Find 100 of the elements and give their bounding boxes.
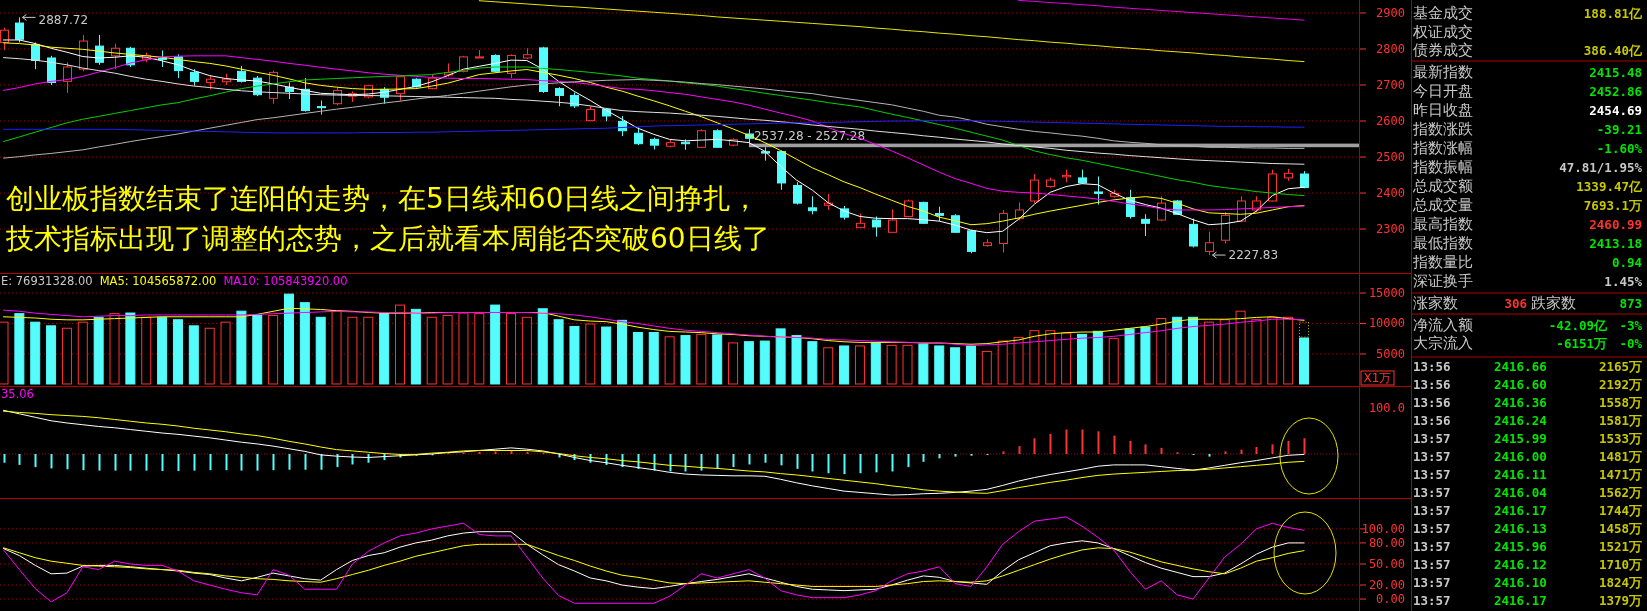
bar bbox=[478, 451, 481, 454]
bar bbox=[1219, 319, 1230, 385]
bar bbox=[981, 350, 992, 385]
bar bbox=[1283, 316, 1294, 385]
bar bbox=[225, 453, 228, 471]
text: 深证换手 bbox=[1413, 272, 1473, 290]
bar bbox=[843, 453, 846, 475]
text: 2416.66 bbox=[1494, 358, 1547, 374]
text: 2413.18 bbox=[1589, 235, 1642, 251]
text: -6151万 bbox=[1556, 335, 1607, 351]
y-tick-label: 10000 bbox=[1368, 316, 1405, 331]
bar bbox=[46, 325, 57, 385]
text: 2416.04 bbox=[1494, 484, 1547, 500]
bar bbox=[997, 340, 1008, 385]
bar bbox=[1160, 447, 1163, 454]
text: 2454.69 bbox=[1589, 102, 1642, 118]
bar bbox=[907, 453, 910, 468]
bar bbox=[3, 453, 6, 463]
y-tick-label: 2700 bbox=[1376, 78, 1405, 92]
bar bbox=[854, 345, 865, 385]
bar bbox=[77, 321, 88, 385]
text: 2416.00 bbox=[1494, 448, 1547, 464]
bar bbox=[336, 453, 339, 468]
text: 最新指数 bbox=[1413, 63, 1473, 81]
text: 2415.96 bbox=[1494, 538, 1547, 554]
bar bbox=[1108, 338, 1119, 385]
bar bbox=[426, 316, 437, 385]
bar bbox=[839, 345, 850, 385]
text: 306 bbox=[1504, 295, 1527, 311]
bar bbox=[299, 302, 310, 385]
bar bbox=[886, 344, 897, 385]
bar bbox=[1002, 451, 1005, 454]
bar bbox=[875, 453, 878, 473]
bar bbox=[172, 319, 183, 385]
annotation: MA10: 105843920.00 bbox=[223, 274, 348, 288]
text: 大宗流入 bbox=[1413, 334, 1473, 352]
text: 1458万 bbox=[1598, 520, 1642, 536]
bar bbox=[347, 316, 358, 385]
text: 2416.17 bbox=[1494, 592, 1547, 608]
bar bbox=[902, 344, 913, 385]
bar bbox=[934, 345, 945, 385]
bar bbox=[379, 313, 390, 385]
bar bbox=[807, 341, 818, 385]
bar bbox=[700, 453, 703, 471]
y-axis-unit: X1万 bbox=[1360, 370, 1395, 386]
bar bbox=[1045, 330, 1056, 385]
bar bbox=[209, 453, 212, 471]
text: 13:57 bbox=[1413, 556, 1451, 572]
text: 总成交额 bbox=[1412, 177, 1473, 195]
bar bbox=[601, 326, 612, 385]
text: 13:56 bbox=[1413, 394, 1451, 410]
bar bbox=[585, 323, 596, 385]
bar bbox=[1303, 438, 1306, 454]
text: 1558万 bbox=[1598, 394, 1642, 410]
y-tick-label: 2400 bbox=[1376, 186, 1405, 201]
bar bbox=[780, 453, 783, 466]
bar bbox=[1224, 451, 1227, 454]
bar bbox=[161, 453, 164, 472]
text: 2416.10 bbox=[1494, 574, 1547, 590]
text: 1521万 bbox=[1598, 538, 1642, 554]
bar bbox=[240, 453, 243, 471]
bar bbox=[1140, 326, 1151, 385]
bar bbox=[288, 453, 291, 470]
bar bbox=[331, 310, 342, 385]
text: 债券成交 bbox=[1413, 41, 1473, 59]
text: 7693.1万 bbox=[1583, 197, 1642, 213]
bar bbox=[177, 453, 180, 472]
text: 2460.99 bbox=[1589, 216, 1642, 232]
bar bbox=[442, 314, 453, 385]
text: 1471万 bbox=[1598, 466, 1642, 482]
bar bbox=[811, 453, 814, 472]
bar bbox=[283, 293, 294, 385]
y-tick-label: 2900 bbox=[1376, 5, 1405, 20]
text: 总成交量 bbox=[1412, 196, 1473, 214]
bar bbox=[1092, 330, 1103, 385]
text: 2192万 bbox=[1598, 376, 1642, 392]
bar bbox=[193, 453, 196, 471]
bar bbox=[1097, 431, 1100, 454]
bar bbox=[526, 451, 529, 454]
bar bbox=[410, 308, 421, 385]
bar bbox=[363, 316, 374, 385]
bar bbox=[0, 321, 9, 385]
y-tick-label: 20.00 bbox=[1368, 578, 1405, 593]
bar bbox=[474, 313, 485, 385]
bar bbox=[1208, 453, 1211, 457]
text: 2416.12 bbox=[1494, 556, 1547, 572]
bar bbox=[891, 453, 894, 472]
bar bbox=[1271, 444, 1274, 454]
bar bbox=[494, 451, 497, 454]
text: 13:56 bbox=[1413, 358, 1451, 374]
text: 873 bbox=[1619, 295, 1642, 311]
text: 指数振幅 bbox=[1412, 158, 1473, 176]
bar bbox=[18, 453, 21, 465]
bar bbox=[712, 334, 723, 385]
text: 净流入额 bbox=[1413, 316, 1473, 334]
bar bbox=[1129, 440, 1132, 454]
text: 指数量比 bbox=[1412, 253, 1473, 271]
text: 13:57 bbox=[1413, 574, 1451, 590]
text: 47.81/1.95% bbox=[1559, 159, 1643, 175]
bar bbox=[922, 453, 925, 462]
